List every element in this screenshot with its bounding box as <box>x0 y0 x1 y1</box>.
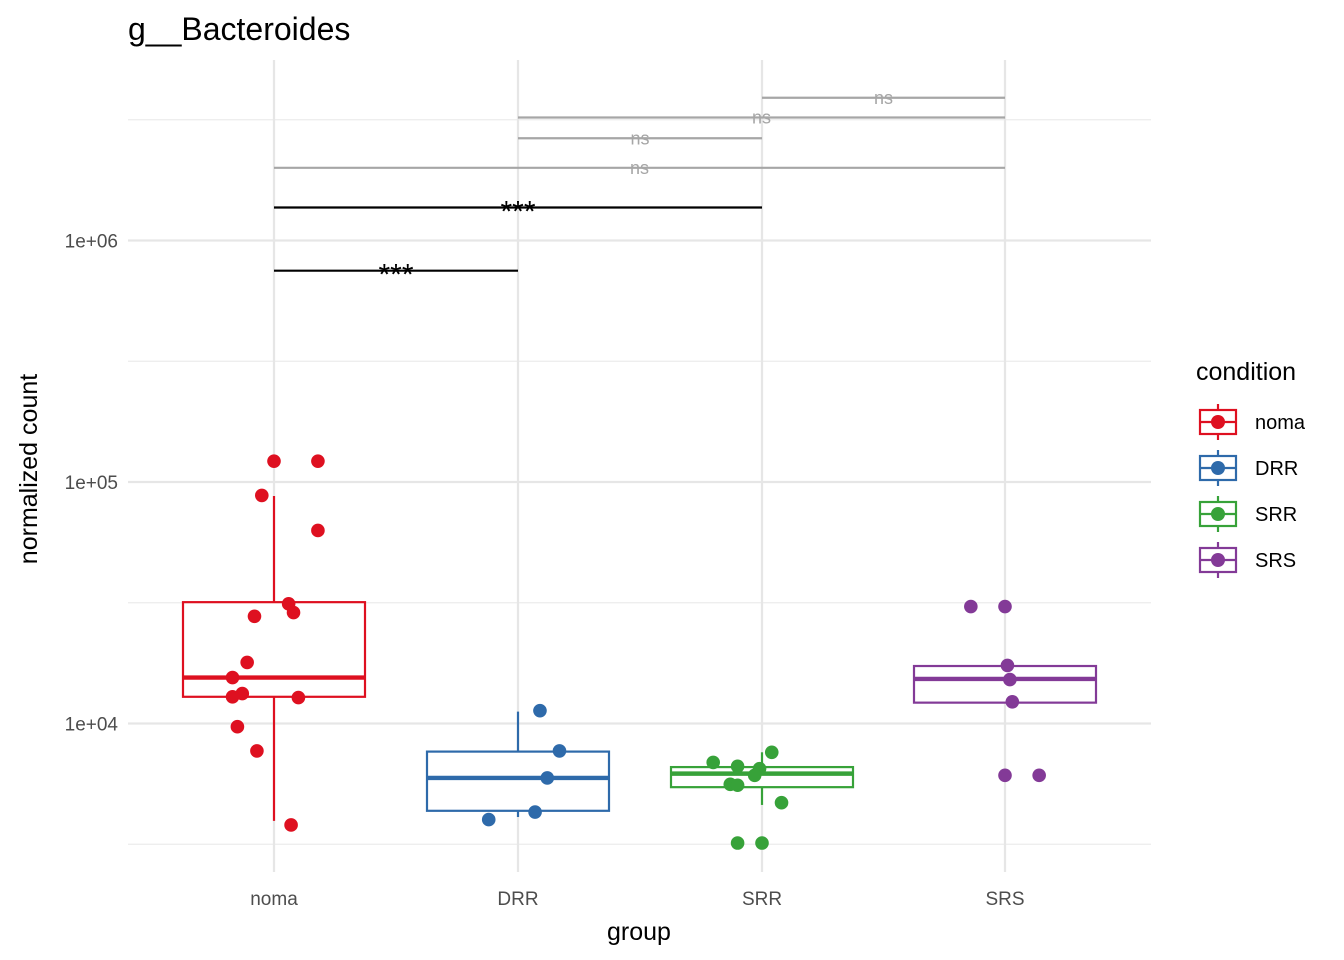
boxplots <box>181 496 1098 821</box>
data-point <box>247 609 262 624</box>
data-point <box>540 771 555 785</box>
data-point <box>240 655 254 670</box>
data-point <box>1003 672 1017 687</box>
legend-key-point <box>1211 507 1225 521</box>
data-point <box>747 768 762 783</box>
y-axis-title: normalized count <box>15 374 43 564</box>
data-points <box>225 454 1046 850</box>
legend-item: SRS <box>1198 542 1296 578</box>
data-point <box>552 744 567 758</box>
data-point <box>998 599 1012 614</box>
data-point <box>998 768 1012 783</box>
comparison-label: *** <box>378 259 413 292</box>
box <box>425 750 611 812</box>
data-point <box>225 689 240 704</box>
data-point <box>730 759 745 774</box>
data-point <box>1000 658 1015 673</box>
data-point <box>964 599 978 614</box>
legend-title: condition <box>1196 358 1296 386</box>
x-tick-label: DRR <box>497 889 538 910</box>
data-point <box>230 719 245 734</box>
data-point <box>284 818 298 832</box>
y-tick-label: 1e+04 <box>65 715 119 736</box>
x-tick-label: SRS <box>985 889 1024 910</box>
data-point <box>755 836 769 850</box>
legend-item: SRR <box>1198 496 1297 532</box>
y-tick-label: 1e+05 <box>65 473 118 494</box>
comparison-label: *** <box>500 195 535 228</box>
data-point <box>1005 694 1020 709</box>
boxplot <box>669 752 855 805</box>
data-point <box>774 795 789 810</box>
significance-brackets: *** *** ns ns ns ns <box>274 88 1005 292</box>
data-point <box>291 690 306 705</box>
data-point <box>311 454 325 468</box>
chart-title: g__Bacteroides <box>128 11 350 47</box>
data-point <box>267 454 281 468</box>
legend-item: noma <box>1198 404 1306 440</box>
boxplot <box>912 664 1098 704</box>
data-point <box>286 605 301 620</box>
boxplot <box>425 711 611 818</box>
axis-ticks: 1e+04 1e+05 1e+06 noma DRR SRR SRS <box>65 232 1025 911</box>
data-point <box>533 703 547 718</box>
box <box>912 664 1098 704</box>
y-tick-label: 1e+06 <box>65 232 118 253</box>
data-point <box>225 670 240 685</box>
legend-key-point <box>1211 415 1225 429</box>
legend-label: SRR <box>1255 504 1297 526</box>
box <box>181 601 367 698</box>
legend-label: SRS <box>1255 550 1296 572</box>
comparison-label: ns <box>630 158 649 178</box>
data-point <box>481 812 496 827</box>
comparison-label: ns <box>752 108 771 128</box>
data-point <box>730 778 745 793</box>
x-tick-label: noma <box>250 889 298 910</box>
x-axis-title: group <box>607 918 671 946</box>
grid <box>128 60 1151 872</box>
comparison-label: ns <box>874 88 893 108</box>
comparison-label: ns <box>630 128 649 148</box>
data-point <box>254 488 269 503</box>
data-point <box>1032 768 1046 783</box>
data-point <box>706 755 720 770</box>
data-point <box>311 523 325 538</box>
data-point <box>764 745 779 760</box>
legend-label: DRR <box>1255 458 1298 480</box>
data-point <box>250 744 264 758</box>
legend-key-point <box>1211 553 1225 567</box>
legend-key-point <box>1211 461 1225 475</box>
legend-label: noma <box>1255 412 1306 434</box>
data-point <box>730 836 745 850</box>
boxplot <box>181 496 367 821</box>
data-point <box>528 805 542 819</box>
legend: condition noma DRR SRR SRS <box>1196 358 1306 578</box>
legend-item: DRR <box>1198 450 1298 486</box>
x-tick-label: SRR <box>742 889 782 910</box>
